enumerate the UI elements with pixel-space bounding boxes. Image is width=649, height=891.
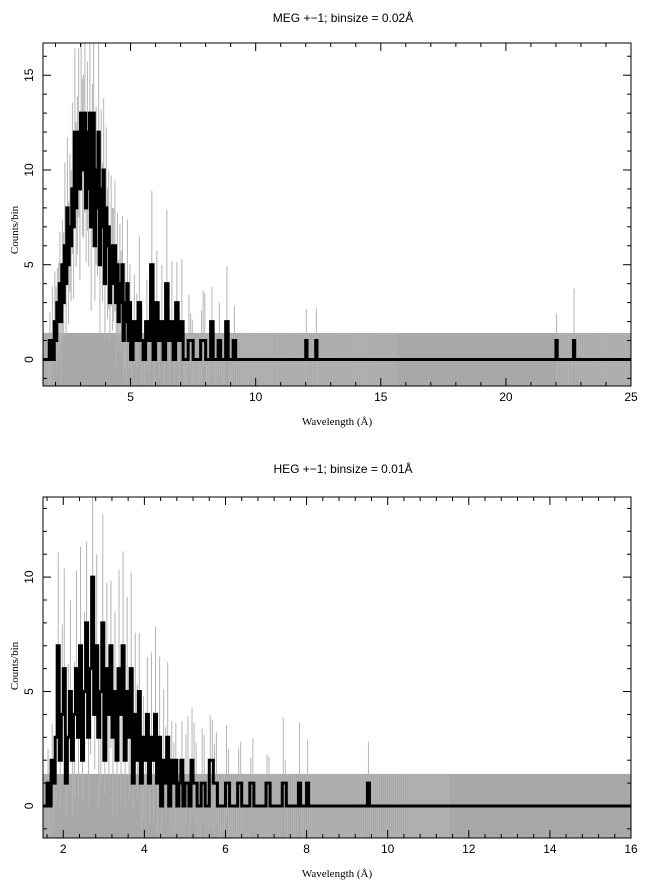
y-axis-label-meg: Counts/bin xyxy=(9,205,21,254)
y-tick-label: 10 xyxy=(22,570,36,584)
chart-title-heg: HEG +−1; binsize = 0.01Å xyxy=(273,461,412,476)
x-axis-label-meg: Wavelength (Å) xyxy=(302,416,373,428)
ticks-heg xyxy=(43,497,632,838)
x-tick-label: 10 xyxy=(249,390,263,404)
y-tick-label: 5 xyxy=(22,261,36,268)
y-axis-label-heg: Counts/bin xyxy=(9,641,21,690)
y-tick-label: 15 xyxy=(22,68,36,82)
x-tick-label: 12 xyxy=(462,842,476,856)
y-tick-label: 0 xyxy=(22,802,36,809)
chart-title-meg: MEG +−1; binsize = 0.02Å xyxy=(273,10,413,25)
ticks-meg xyxy=(43,43,632,386)
x-tick-label: 16 xyxy=(624,842,638,856)
data-line-heg xyxy=(43,575,631,808)
x-tick-label: 2 xyxy=(60,842,67,856)
panel-heg: HEG +−1; binsize = 0.01Å Wavelength (Å) … xyxy=(9,461,638,880)
x-tick-label: 14 xyxy=(543,842,557,856)
x-tick-label: 8 xyxy=(303,842,310,856)
y-tick-label: 0 xyxy=(22,356,36,363)
data-line-meg xyxy=(43,111,631,361)
x-tick-label: 20 xyxy=(499,390,513,404)
x-tick-label: 10 xyxy=(381,842,395,856)
y-tick-label: 5 xyxy=(22,688,36,695)
x-tick-label: 6 xyxy=(222,842,229,856)
y-tick-label: 10 xyxy=(22,163,36,177)
x-tick-label: 15 xyxy=(374,390,388,404)
plot-frame-heg xyxy=(42,496,632,839)
panel-meg: MEG +−1; binsize = 0.02Å Wavelength (Å) … xyxy=(9,10,638,428)
x-tick-label: 5 xyxy=(127,390,134,404)
x-axis-label-heg: Wavelength (Å) xyxy=(302,868,373,880)
plot-frame-meg xyxy=(42,42,632,387)
x-tick-label: 25 xyxy=(624,390,638,404)
x-tick-label: 4 xyxy=(141,842,148,856)
